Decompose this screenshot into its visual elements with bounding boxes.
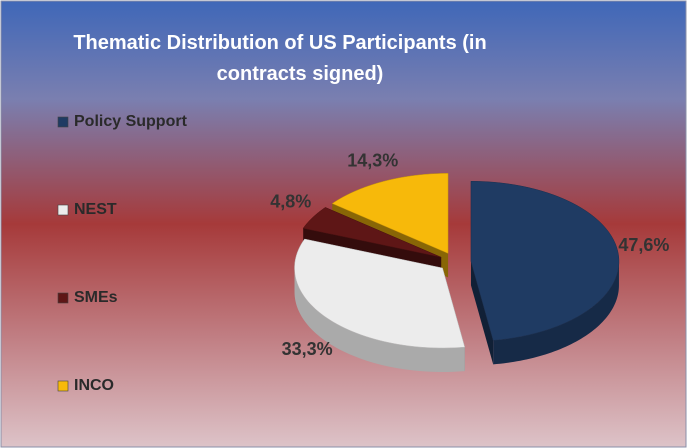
legend-marker (57, 116, 69, 128)
value-label: 14,3% (347, 151, 398, 171)
slice-side (470, 261, 494, 365)
slice (294, 238, 466, 373)
legend-label: SMEs (74, 289, 118, 306)
chart-title: Thematic Distribution of US Participants… (73, 32, 486, 85)
legend-label: INCO (74, 377, 114, 394)
value-label: 47,6% (618, 235, 669, 255)
value-label: 4,8% (270, 192, 311, 212)
slice (470, 181, 620, 365)
legend-marker (57, 380, 69, 392)
legend-label: Policy Support (74, 113, 188, 130)
slice-wall (493, 261, 619, 365)
legend-marker (57, 204, 69, 216)
slice-top (470, 181, 620, 341)
legend-label: NEST (74, 201, 117, 218)
slice-top (294, 238, 466, 349)
slice-wall (294, 268, 465, 373)
slice-top (331, 173, 449, 254)
legend-marker (57, 292, 69, 304)
slice-top (302, 207, 442, 258)
value-label: 33,3% (282, 339, 333, 359)
pie (294, 173, 620, 373)
